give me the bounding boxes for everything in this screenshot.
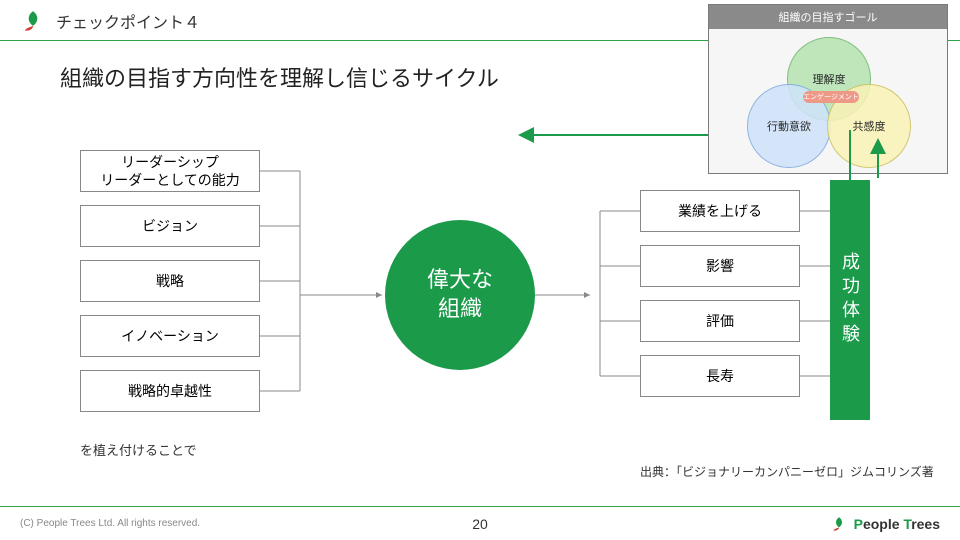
footer-logo: People Trees (830, 515, 940, 533)
leaf-icon (830, 515, 848, 533)
caption-left: を植え付けることで (80, 440, 197, 459)
venn-center-label: エンゲージメント (803, 91, 859, 103)
right-box-influence: 影響 (640, 245, 800, 287)
right-box-performance: 業績を上げる (640, 190, 800, 232)
right-box-label: 影響 (706, 257, 734, 275)
right-box-longevity: 長寿 (640, 355, 800, 397)
left-box-vision: ビジョン (80, 205, 260, 247)
right-box-label: 長寿 (706, 367, 734, 385)
footer: (C) People Trees Ltd. All rights reserve… (0, 506, 960, 540)
left-box-leadership: リーダーシップ リーダーとしての能力 (80, 150, 260, 192)
right-box-label: 評価 (706, 312, 734, 330)
slide: チェックポイント４ 組織の目指すゴール 理解度 行動意欲 共感度 エンゲージメン… (0, 0, 960, 540)
copyright: (C) People Trees Ltd. All rights reserve… (20, 518, 200, 529)
success-bar: 成功体験 (830, 180, 870, 420)
page-number: 20 (472, 516, 488, 532)
left-box-innovation: イノベーション (80, 315, 260, 357)
center-circle: 偉大な 組織 (385, 220, 535, 370)
left-box-label: リーダーシップ リーダーとしての能力 (100, 153, 240, 189)
center-circle-label: 偉大な 組織 (427, 266, 493, 323)
left-box-label: イノベーション (121, 327, 219, 345)
checkpoint-label: チェックポイント４ (56, 9, 200, 33)
venn-header: 組織の目指すゴール (709, 5, 947, 29)
success-bar-label: 成功体験 (837, 252, 863, 348)
footer-brand: People Trees (854, 516, 940, 532)
leaf-icon (20, 8, 46, 34)
right-box-reputation: 評価 (640, 300, 800, 342)
diagram: リーダーシップ リーダーとしての能力 ビジョン 戦略 イノベーション 戦略的卓越… (0, 130, 960, 470)
left-box-label: 戦略的卓越性 (128, 382, 212, 400)
left-box-strategy: 戦略 (80, 260, 260, 302)
left-box-label: ビジョン (142, 217, 198, 235)
right-box-label: 業績を上げる (678, 202, 762, 220)
left-box-excellence: 戦略的卓越性 (80, 370, 260, 412)
left-box-label: 戦略 (156, 272, 184, 290)
caption-right: 出典：「ビジョナリーカンパニーゼロ」ジムコリンズ著 (640, 463, 934, 480)
